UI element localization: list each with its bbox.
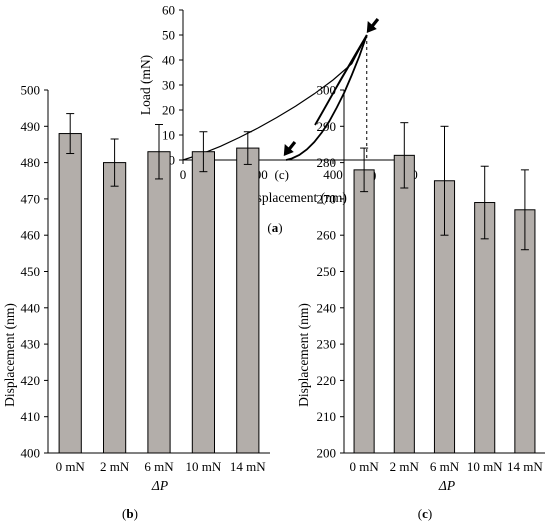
chart-b-bar: 400 410 420 430 440 450 460 470 480 490 500 0 mN 2 … xyxy=(2,83,270,521)
chart-a-x-tick-label: 0 xyxy=(180,167,187,182)
chart-a-x-tick-label: 400 xyxy=(323,167,343,182)
chart-c-y-tick-label: 230 xyxy=(317,337,337,352)
chart-c-category-label: 6 mN xyxy=(430,459,460,474)
chart-b-bar xyxy=(236,147,260,454)
chart-c-y-tick-label: 270 xyxy=(317,191,337,206)
chart-c-bar xyxy=(353,169,375,454)
chart-c-bars xyxy=(353,122,536,454)
chart-a-x-ticks: 0200400600 xyxy=(180,160,418,182)
chart-a-panel-close: ) xyxy=(278,220,282,235)
chart-c-y-label: Displacement (nm) xyxy=(296,303,311,407)
chart-c-categories: 0 mN 2 mN 6 mN 10 mN 14 mN xyxy=(349,459,543,474)
chart-b-panel-close: ) xyxy=(134,506,138,521)
chart-a-series-unloading xyxy=(285,34,368,161)
chart-b-y-tick-label: 490 xyxy=(21,119,41,134)
chart-a-y-tick-label: 20 xyxy=(162,103,175,118)
chart-b-category-label: 2 mN xyxy=(100,459,130,474)
chart-c-bar xyxy=(393,154,415,454)
chart-a-y-tick-label: 60 xyxy=(162,3,175,18)
chart-a-arrow-head xyxy=(283,144,294,156)
chart-b-x-label: ΔP xyxy=(151,478,168,493)
chart-b-panel-open: ( xyxy=(122,506,126,521)
chart-a-series xyxy=(182,34,368,161)
chart-c-panel-letter: c xyxy=(422,506,428,521)
chart-c-category-label: 0 mN xyxy=(349,459,379,474)
chart-b-panel-label: (b) xyxy=(122,506,138,521)
chart-c-x-label: ΔP xyxy=(438,478,455,493)
chart-c-y-tick-label: 250 xyxy=(317,264,337,279)
chart-b-bars xyxy=(58,113,260,454)
chart-c-y-tick-label: 260 xyxy=(317,228,337,243)
chart-a-y-ticks: 0 10 20 30 40 50 60 xyxy=(162,3,183,168)
chart-a-y-tick-label: 50 xyxy=(162,28,175,43)
chart-a-x-label: Displacement (nm) xyxy=(243,190,347,205)
chart-c-panel-close: ) xyxy=(428,506,432,521)
chart-b-y-tick-label: 400 xyxy=(21,446,41,461)
chart-b-category-label: 10 mN xyxy=(186,459,222,474)
chart-b-y-ticks: 400 410 420 430 440 450 460 470 480 490 500 xyxy=(21,83,48,461)
chart-a-y-tick-label: 10 xyxy=(162,128,175,143)
chart-c-y-tick-label: 290 xyxy=(317,119,337,134)
chart-c-bar: 200 210 220 230 240 250 260 270 280 290 300 0 mN 2 … xyxy=(296,83,545,521)
chart-a-y-tick-label: 40 xyxy=(162,53,175,68)
chart-a-panel-open: ( xyxy=(267,220,271,235)
chart-b-bar xyxy=(191,151,216,454)
chart-c-y-tick-label: 220 xyxy=(317,373,337,388)
chart-a-axes xyxy=(182,10,408,161)
chart-b-y-tick-label: 440 xyxy=(21,300,41,315)
chart-c-panel-open: ( xyxy=(418,506,422,521)
chart-b-bar xyxy=(103,162,127,454)
chart-a-arrow-(b) xyxy=(366,17,380,33)
chart-c-y-tick-label: 240 xyxy=(317,300,337,315)
chart-b-category-label: 0 mN xyxy=(56,459,86,474)
chart-a-arrow-(c) xyxy=(283,140,297,156)
chart-a-series-partial-unloading xyxy=(314,34,368,126)
chart-c-category-label: 2 mN xyxy=(390,459,420,474)
chart-c-y-tick-label: 280 xyxy=(317,155,337,170)
chart-b-y-tick-label: 410 xyxy=(21,409,41,424)
chart-b-y-tick-label: 450 xyxy=(21,264,41,279)
chart-c-y-ticks: 200 210 220 230 240 250 260 270 280 290 300 xyxy=(317,83,344,461)
chart-c-category-label: 10 mN xyxy=(467,459,503,474)
chart-c-panel-label: (c) xyxy=(418,506,432,521)
chart-b-bar xyxy=(147,151,171,454)
chart-b-y-tick-label: 470 xyxy=(21,191,41,206)
chart-b-panel-letter: b xyxy=(126,506,133,521)
chart-c-y-tick-label: 300 xyxy=(317,83,337,98)
chart-b-y-tick-label: 430 xyxy=(21,337,41,352)
chart-c-bar xyxy=(474,202,496,454)
chart-b-y-tick-label: 420 xyxy=(21,373,41,388)
chart-b-y-tick-label: 480 xyxy=(21,155,41,170)
chart-b-bar xyxy=(58,133,82,454)
chart-a-series-loading xyxy=(182,34,368,161)
chart-b-category-label: 6 mN xyxy=(144,459,174,474)
chart-a-arrow-head xyxy=(366,21,377,33)
chart-a-y-label: Load (mN) xyxy=(138,55,153,115)
chart-a-panel-letter: a xyxy=(272,220,279,235)
chart-a-annotation-label: (c) xyxy=(275,167,289,182)
chart-c-category-label: 14 mN xyxy=(507,459,543,474)
chart-b-category-label: 14 mN xyxy=(230,459,266,474)
chart-c-y-tick-label: 200 xyxy=(317,446,337,461)
chart-b-y-label: Displacement (nm) xyxy=(2,303,17,407)
chart-a-y-tick-label: 30 xyxy=(162,78,175,93)
chart-a-y-tick-label: 0 xyxy=(169,153,176,168)
chart-b-y-tick-label: 460 xyxy=(21,228,41,243)
chart-a-panel-label: (a) xyxy=(267,220,282,235)
chart-b-categories: 0 mN 2 mN 6 mN 10 mN 14 mN xyxy=(56,459,267,474)
chart-c-y-tick-label: 210 xyxy=(317,409,337,424)
chart-b-y-tick-label: 500 xyxy=(21,83,41,98)
